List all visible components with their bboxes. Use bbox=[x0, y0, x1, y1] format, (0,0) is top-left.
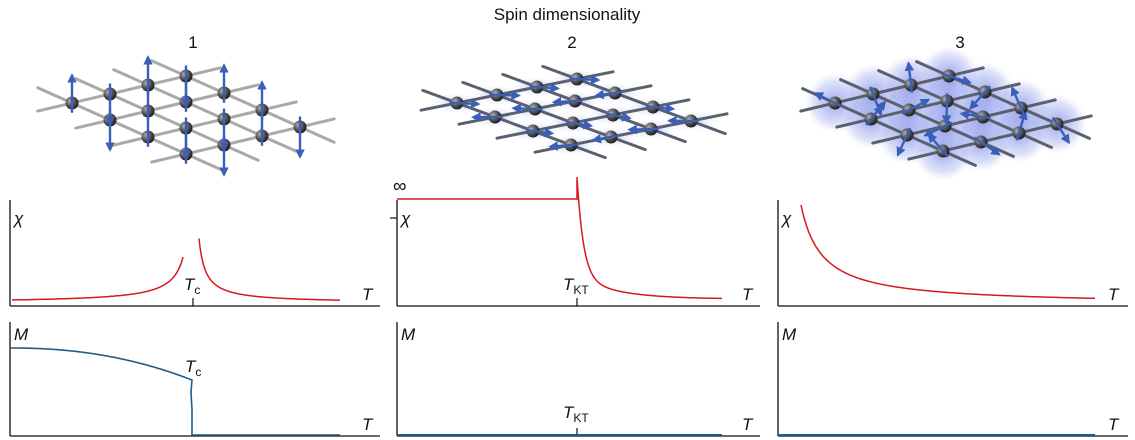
m-xlabel-2: T bbox=[742, 415, 754, 434]
m-ylabel-2: M bbox=[401, 325, 416, 344]
spin-arrow bbox=[489, 90, 521, 101]
spin-arrow bbox=[594, 89, 622, 100]
column-header-2: 2 bbox=[567, 33, 576, 52]
m-xlabel-3: T bbox=[1108, 415, 1120, 434]
m-ylabel-3: M bbox=[782, 325, 797, 344]
spin-arrow bbox=[591, 133, 618, 144]
m-xlabel-1: T bbox=[362, 415, 374, 434]
tkt-label-chi: TKT bbox=[563, 275, 589, 297]
tc-label-m-1: Tc bbox=[185, 357, 201, 379]
spin-arrow bbox=[896, 127, 912, 157]
spin-arrow bbox=[1051, 116, 1070, 145]
chi-ylabel-1: χ bbox=[12, 209, 24, 228]
spin-arrow bbox=[529, 83, 560, 93]
figure-title: Spin dimensionality bbox=[494, 5, 641, 24]
spin-arrow bbox=[566, 119, 594, 130]
spin-arrow bbox=[627, 124, 659, 135]
spin-arrow bbox=[548, 141, 579, 151]
spin-arrow bbox=[645, 103, 676, 113]
tkt-label-m: TKT bbox=[563, 403, 589, 425]
chi-plot-2: ∞ χ T TKT bbox=[390, 176, 760, 307]
heisenberg-lattice-illustration bbox=[799, 46, 1093, 181]
xy-lattice-illustration bbox=[419, 64, 729, 160]
spin-arrow bbox=[569, 74, 601, 85]
spin-arrow bbox=[969, 85, 992, 110]
ising-lattice-illustration bbox=[36, 55, 336, 177]
spin-arrow bbox=[449, 98, 481, 109]
chi-xlabel-2: T bbox=[742, 285, 754, 304]
magnetization-curve-1 bbox=[10, 347, 340, 436]
spin-arrow bbox=[1015, 110, 1028, 141]
spin-arrow bbox=[551, 96, 583, 107]
chi-plot-1: χ T Tc bbox=[9, 200, 380, 307]
column-header-3: 3 bbox=[955, 33, 964, 52]
chi-ylabel-3: χ bbox=[780, 209, 792, 228]
spin-arrow bbox=[511, 103, 543, 114]
chi-curve-3 bbox=[800, 204, 1095, 300]
spin-arrow bbox=[941, 72, 972, 85]
m-ylabel-1: M bbox=[14, 325, 29, 344]
chi-curve-1 bbox=[12, 238, 341, 301]
spin-arrow bbox=[941, 93, 952, 125]
m-plot-1: M T Tc bbox=[9, 322, 380, 437]
m-plot-3: M T bbox=[777, 322, 1128, 437]
spin-arrow bbox=[959, 110, 991, 120]
spin-arrow bbox=[927, 132, 949, 158]
spin-arrow bbox=[901, 98, 931, 115]
tc-label-chi-1: Tc bbox=[184, 275, 200, 297]
infinity-label: ∞ bbox=[393, 176, 407, 197]
chi-curve-2 bbox=[397, 176, 722, 300]
chi-plot-3: χ T bbox=[777, 200, 1128, 307]
chi-ylabel-2: χ bbox=[399, 209, 411, 228]
spin-arrow bbox=[904, 61, 915, 93]
spin-arrow bbox=[973, 136, 1001, 156]
chi-xlabel-3: T bbox=[1108, 285, 1120, 304]
column-header-1: 1 bbox=[188, 33, 197, 52]
chi-xlabel-1: T bbox=[362, 285, 374, 304]
spin-arrow bbox=[813, 92, 843, 108]
spin-arrow bbox=[1010, 86, 1026, 116]
spin-arrow bbox=[606, 112, 632, 122]
m-plot-2: M T TKT bbox=[396, 322, 760, 437]
spin-arrow bbox=[526, 127, 555, 138]
spin-arrow bbox=[869, 86, 883, 117]
